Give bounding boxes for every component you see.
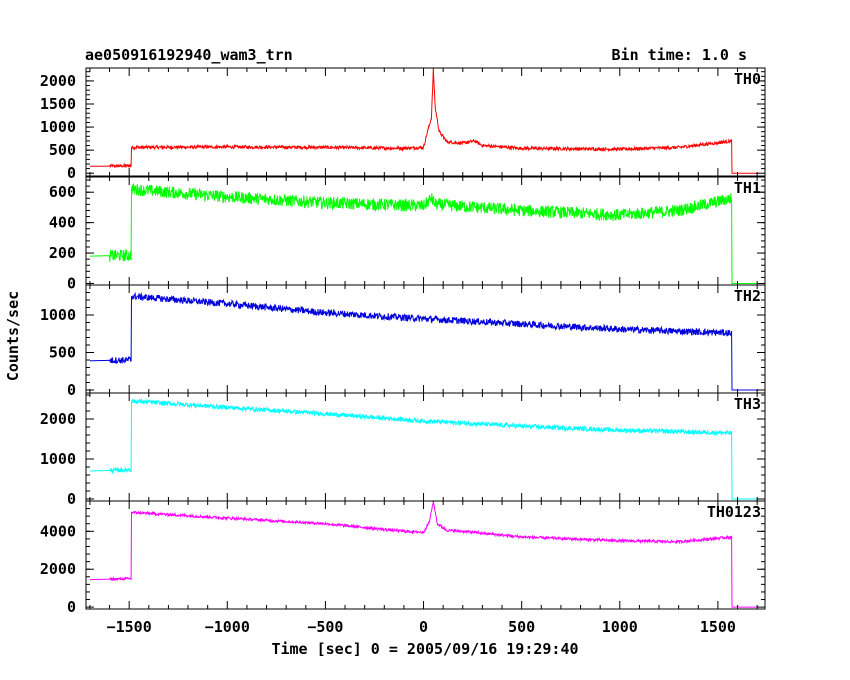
panel-label-th2: TH2 [734,287,761,305]
y-tick-label: 600 [49,183,76,201]
x-tick-label: −1500 [107,618,152,636]
y-tick-label: 1000 [40,306,76,324]
series-line-th2 [89,291,758,391]
y-tick-label: 500 [49,141,76,159]
y-tick-label: 2000 [40,410,76,428]
y-tick-label: 2000 [40,560,76,578]
series-line-th3 [89,398,758,500]
y-tick-label: 1000 [40,118,76,136]
series-line-th0123 [89,500,758,608]
panel-label-th1: TH1 [734,179,761,197]
y-tick-label: 0 [67,598,76,616]
x-tick-label: 1000 [602,618,638,636]
chart-title: ae050916192940_wam3_trn [85,46,293,64]
bin-time-label: Bin time: 1.0 s [612,46,747,64]
panel-label-th0: TH0 [734,70,761,88]
y-axis-label: Counts/sec [4,291,22,381]
y-tick-label: 0 [67,381,76,399]
y-tick-label: 0 [67,490,76,508]
y-tick-label: 2000 [40,72,76,90]
panel-label-th0123: TH0123 [707,503,761,521]
x-tick-label: −500 [307,618,343,636]
series-line-th0 [89,67,758,174]
y-tick-label: 500 [49,344,76,362]
y-tick-label: 0 [67,164,76,182]
x-axis-label: Time [sec] 0 = 2005/09/16 19:29:40 [271,640,578,658]
y-tick-label: 200 [49,244,76,262]
x-tick-label: 0 [419,618,428,636]
series-line-th1 [89,183,758,284]
y-tick-label: 1500 [40,95,76,113]
x-tick-label: 500 [508,618,535,636]
y-tick-label: 4000 [40,522,76,540]
y-tick-label: 0 [67,274,76,292]
panel-frame-th3 [85,392,766,502]
panel-label-th3: TH3 [734,395,761,413]
panel-frame-th0 [85,67,766,177]
panel-frame-th0123 [85,500,766,610]
panel-frame-th1 [85,176,766,286]
x-tick-label: 1500 [700,618,736,636]
x-tick-label: −1000 [205,618,250,636]
panels-group: TH0 0 500 1000 1500 2000 TH1 0 200 400 600 TH2 0 500 1… [40,67,766,636]
y-tick-label: 400 [49,214,76,232]
y-tick-label: 1000 [40,450,76,468]
